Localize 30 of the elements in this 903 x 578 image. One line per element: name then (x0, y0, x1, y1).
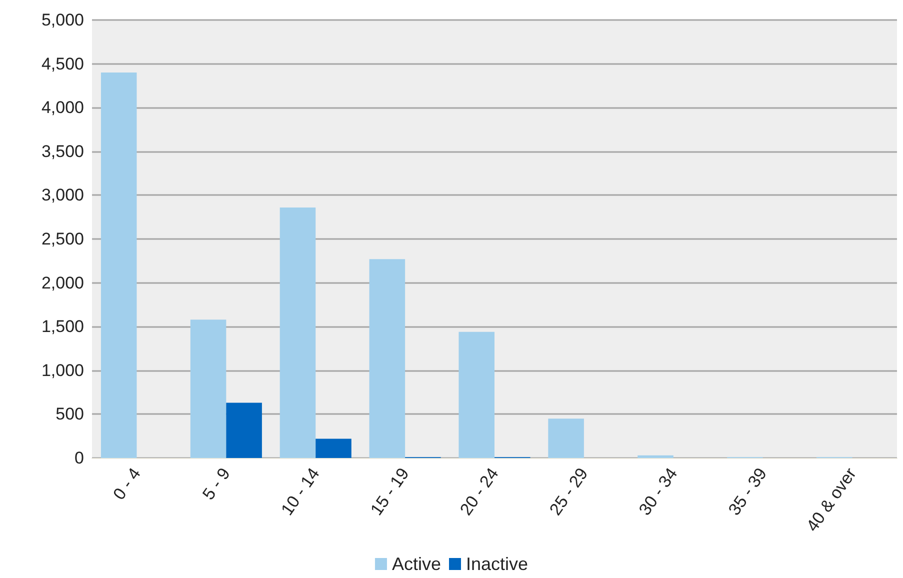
x-tick-label: 0 - 4 (109, 464, 144, 504)
bar (316, 438, 352, 458)
x-tick-label: 10 - 14 (277, 464, 324, 519)
y-tick-label: 3,500 (41, 142, 84, 161)
y-tick-label: 1,500 (41, 317, 84, 336)
y-tick-label: 3,000 (41, 186, 84, 205)
y-tick-label: 4,500 (41, 54, 84, 74)
bar (280, 207, 316, 458)
x-tick-label: 15 - 19 (366, 464, 413, 519)
x-tick-label: 25 - 29 (546, 464, 592, 519)
y-tick-label: 4,000 (41, 98, 84, 118)
bar (100, 72, 137, 458)
x-tick-label: 30 - 34 (635, 464, 682, 519)
x-tick-label: 5 - 9 (198, 464, 234, 504)
y-tick-label: 5,000 (41, 10, 84, 30)
x-tick-label: 35 - 39 (724, 464, 771, 519)
bar (190, 320, 226, 458)
x-tick-label: 20 - 24 (456, 464, 502, 519)
y-tick-label: 2,500 (41, 230, 84, 248)
y-tick-label: 2,000 (41, 273, 84, 292)
bar (226, 402, 262, 458)
y-tick-label: 0 (74, 448, 84, 468)
bar (548, 418, 584, 458)
bar (369, 259, 406, 458)
y-tick-label: 500 (56, 404, 84, 424)
legend-label: Active (392, 554, 442, 574)
y-tick-label: 1,000 (41, 360, 84, 380)
bar (458, 332, 494, 458)
legend-label: Inactive (466, 554, 528, 574)
bar (638, 455, 674, 458)
